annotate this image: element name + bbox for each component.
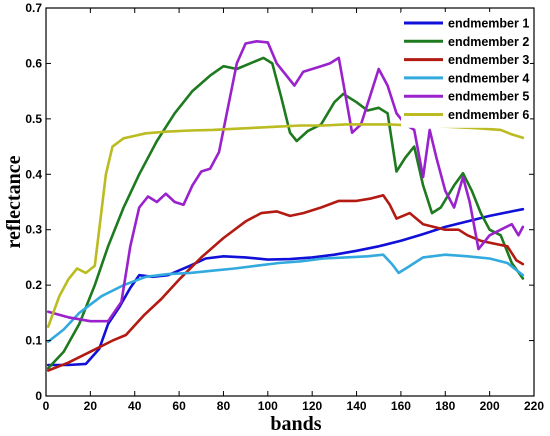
legend-label: endmember 4 <box>448 71 529 85</box>
x-tick-label: 20 <box>84 399 98 413</box>
x-tick-label: 40 <box>128 399 142 413</box>
x-tick-label: 60 <box>172 399 186 413</box>
x-tick-label: 0 <box>43 399 50 413</box>
y-axis-ticks: 0 0.1 0.2 0.3 0.4 0.5 0.6 0.7 <box>25 1 534 403</box>
series-line-endmember-1 <box>46 207 525 367</box>
legend-label: endmember 3 <box>448 53 529 67</box>
legend: endmember 1 endmember 2 endmember 3 endmemb… <box>401 12 530 128</box>
x-tick-label: 120 <box>302 399 322 413</box>
x-tick-label: 160 <box>391 399 411 413</box>
series-line-endmember-5 <box>46 39 525 323</box>
y-tick-label: 0.4 <box>25 167 42 181</box>
series-line-endmember-3 <box>46 194 525 372</box>
y-tick-label: 0.5 <box>25 112 42 126</box>
y-axis-title: reflectance <box>3 155 25 248</box>
x-tick-label: 100 <box>258 399 278 413</box>
legend-label: endmember 5 <box>448 90 529 104</box>
y-tick-label: 0 <box>35 389 42 403</box>
x-tick-label: 200 <box>480 399 500 413</box>
y-tick-label: 0.1 <box>25 334 42 348</box>
legend-label: endmember 6 <box>448 108 529 122</box>
x-axis-title: bands <box>270 413 321 435</box>
x-tick-label: 80 <box>217 399 231 413</box>
legend-box <box>401 12 530 128</box>
x-tick-label: 140 <box>347 399 367 413</box>
y-tick-label: 0.3 <box>25 223 42 237</box>
legend-label: endmember 2 <box>448 35 529 49</box>
y-tick-label: 0.7 <box>25 1 42 15</box>
x-axis-ticks: 0 20 40 60 80 100 120 140 160 180 200 220 <box>43 8 544 413</box>
y-tick-label: 0.2 <box>25 278 42 292</box>
x-tick-label: 220 <box>524 399 544 413</box>
series-line-endmember-4 <box>46 253 525 344</box>
legend-label: endmember 1 <box>448 17 529 31</box>
y-tick-label: 0.6 <box>25 56 42 70</box>
x-tick-label: 180 <box>435 399 455 413</box>
